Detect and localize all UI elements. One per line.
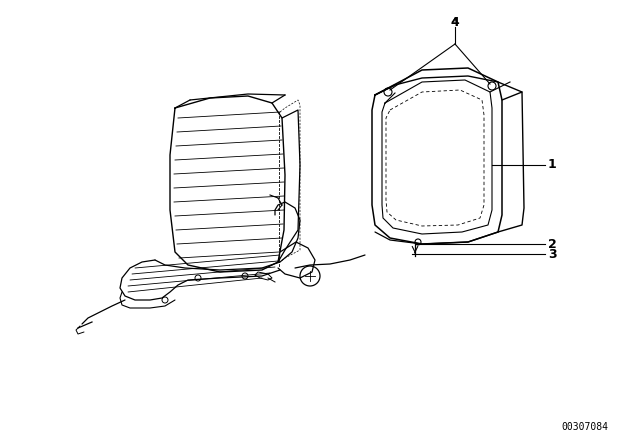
Text: 3: 3 — [548, 247, 557, 260]
Text: 00307084: 00307084 — [561, 422, 608, 432]
Text: 4: 4 — [451, 16, 460, 29]
Text: 1: 1 — [548, 159, 557, 172]
Text: 2: 2 — [548, 237, 557, 250]
